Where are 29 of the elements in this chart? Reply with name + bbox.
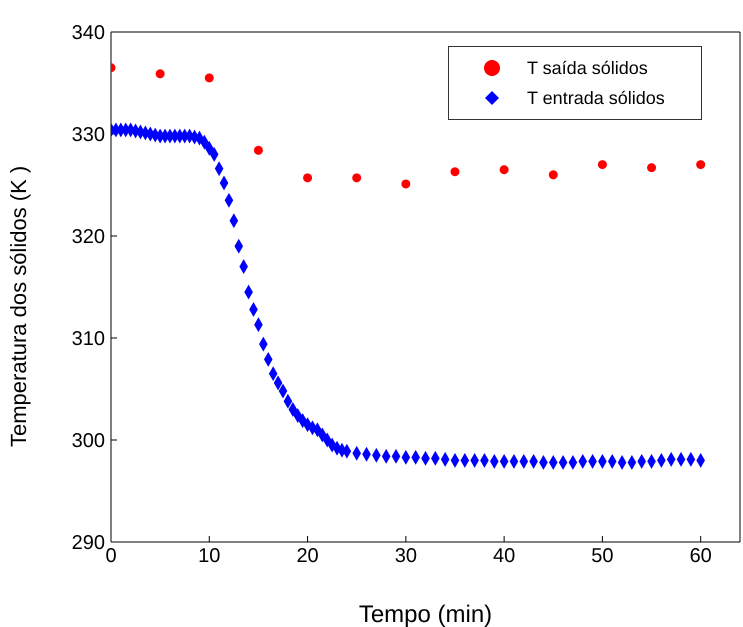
point bbox=[401, 179, 410, 188]
y-tick-label: 330 bbox=[72, 124, 105, 146]
y-tick-label: 310 bbox=[72, 328, 105, 350]
point bbox=[254, 146, 263, 155]
point bbox=[548, 170, 558, 180]
x-tick-label: 30 bbox=[394, 545, 417, 568]
x-axis-title: Tempo (min) bbox=[358, 601, 492, 627]
y-tick-label: 340 bbox=[72, 22, 105, 44]
point bbox=[352, 173, 362, 182]
legend-label: T entrada sólidos bbox=[527, 87, 665, 110]
y-tick-label: 290 bbox=[72, 532, 105, 554]
x-tick-label: 10 bbox=[198, 545, 220, 568]
x-tick-label: 0 bbox=[105, 545, 117, 568]
legend-label: T saída sólidos bbox=[527, 57, 648, 80]
point bbox=[696, 160, 706, 170]
y-axis-title: Temperatura dos sólidos (K ) bbox=[6, 166, 31, 447]
point bbox=[204, 73, 214, 82]
x-tick-label: 60 bbox=[690, 545, 712, 568]
point bbox=[500, 165, 509, 174]
y-tick-label: 320 bbox=[72, 226, 105, 248]
x-tick-label: 20 bbox=[296, 545, 319, 568]
point bbox=[303, 173, 312, 182]
point bbox=[598, 160, 607, 170]
y-tick-label: 300 bbox=[72, 430, 105, 452]
point bbox=[156, 69, 165, 78]
x-tick-label: 40 bbox=[493, 545, 516, 568]
point bbox=[450, 167, 460, 176]
point bbox=[647, 163, 656, 172]
x-tick-label: 50 bbox=[591, 545, 614, 568]
